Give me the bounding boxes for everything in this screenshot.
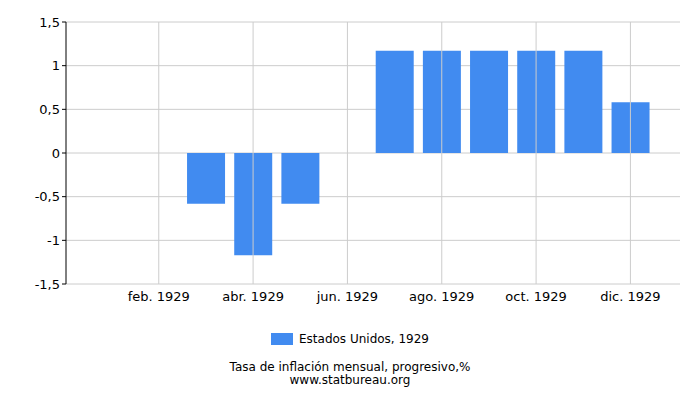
svg-text:oct. 1929: oct. 1929	[505, 289, 567, 304]
svg-text:abr. 1929: abr. 1929	[222, 289, 284, 304]
svg-text:1,5: 1,5	[39, 15, 60, 30]
html-text:www.statbureau.org: www.statbureau.org	[289, 373, 411, 387]
html-text:Tasa de inflación mensual, pro: Tasa de inflación mensual, progresivo,%	[229, 360, 471, 374]
svg-text:-1: -1	[47, 233, 60, 248]
svg-text:1: 1	[52, 58, 60, 73]
svg-text:0,5: 0,5	[39, 102, 60, 117]
svg-text:-1,5: -1,5	[35, 277, 60, 292]
svg-text:jun. 1929: jun. 1929	[316, 289, 378, 304]
svg-text:-0,5: -0,5	[35, 189, 60, 204]
svg-text:ago. 1929: ago. 1929	[409, 289, 474, 304]
svg-text:feb. 1929: feb. 1929	[128, 289, 190, 304]
svg-text:0: 0	[52, 146, 60, 161]
html-text:Estados Unidos, 1929: Estados Unidos, 1929	[299, 332, 429, 346]
svg-text:dic. 1929: dic. 1929	[600, 289, 660, 304]
